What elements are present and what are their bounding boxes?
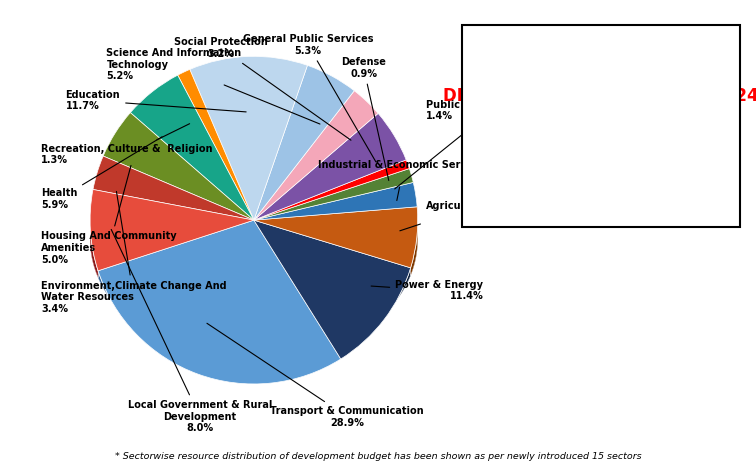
Polygon shape xyxy=(90,221,98,278)
Wedge shape xyxy=(254,65,355,220)
Wedge shape xyxy=(98,220,341,384)
Polygon shape xyxy=(98,258,341,363)
Wedge shape xyxy=(254,207,417,268)
Text: Defense
0.9%: Defense 0.9% xyxy=(341,57,389,180)
Wedge shape xyxy=(254,182,417,220)
Wedge shape xyxy=(98,220,341,384)
Text: Public Order And Safety
1.4%: Public Order And Safety 1.4% xyxy=(395,100,559,189)
Wedge shape xyxy=(254,91,378,220)
Text: General Public Services
5.3%: General Public Services 5.3% xyxy=(243,34,376,162)
Wedge shape xyxy=(190,56,308,220)
Wedge shape xyxy=(93,156,254,220)
Wedge shape xyxy=(254,220,411,359)
Text: Power & Energy
11.4%: Power & Energy 11.4% xyxy=(371,280,483,302)
Text: Details of Sector-wise Allocation: Details of Sector-wise Allocation xyxy=(488,171,714,184)
Wedge shape xyxy=(254,65,355,220)
Wedge shape xyxy=(90,190,254,271)
Polygon shape xyxy=(98,258,341,363)
Wedge shape xyxy=(254,220,411,359)
Text: Graph- VA*: Graph- VA* xyxy=(550,46,652,64)
Text: Housing And Community
Amenities
5.0%: Housing And Community Amenities 5.0% xyxy=(41,165,177,265)
Text: Health
5.9%: Health 5.9% xyxy=(41,137,162,210)
Polygon shape xyxy=(411,220,417,275)
Polygon shape xyxy=(411,220,417,275)
Polygon shape xyxy=(90,221,98,278)
Polygon shape xyxy=(341,256,411,344)
Wedge shape xyxy=(254,160,409,220)
Wedge shape xyxy=(254,182,417,220)
Wedge shape xyxy=(178,69,254,220)
Wedge shape xyxy=(254,169,414,220)
Text: Social Protection
3.2%: Social Protection 3.2% xyxy=(174,37,351,140)
Wedge shape xyxy=(103,113,254,220)
Wedge shape xyxy=(103,113,254,220)
Wedge shape xyxy=(90,190,254,271)
Text: DEVELOPMENT BUDGET : 2023-24: DEVELOPMENT BUDGET : 2023-24 xyxy=(443,87,756,105)
Polygon shape xyxy=(341,256,411,344)
Text: Recreation, Culture &  Religion
1.3%: Recreation, Culture & Religion 1.3% xyxy=(41,123,212,165)
Text: Education
11.7%: Education 11.7% xyxy=(66,90,246,112)
Text: Industrial & Economic Services
2.4%: Industrial & Economic Services 2.4% xyxy=(318,160,488,200)
Wedge shape xyxy=(254,113,406,220)
Wedge shape xyxy=(254,91,378,220)
Wedge shape xyxy=(254,169,414,220)
Text: Local Government & Rural
Development
8.0%: Local Government & Rural Development 8.0… xyxy=(111,229,272,433)
Wedge shape xyxy=(130,75,254,220)
Wedge shape xyxy=(190,56,308,220)
FancyBboxPatch shape xyxy=(463,25,739,226)
Text: Science And Information
Technology
5.2%: Science And Information Technology 5.2% xyxy=(107,48,320,124)
Wedge shape xyxy=(254,160,409,220)
Text: Agriculture
6.0%: Agriculture 6.0% xyxy=(400,201,488,231)
Wedge shape xyxy=(178,69,254,220)
Text: (TAKA 2,775.82 BILLION): (TAKA 2,775.82 BILLION) xyxy=(504,127,698,141)
Text: * Sectorwise resource distribution of development budget has been shown as per n: * Sectorwise resource distribution of de… xyxy=(115,452,641,461)
Text: Transport & Communication
28.9%: Transport & Communication 28.9% xyxy=(207,323,424,427)
Wedge shape xyxy=(93,156,254,220)
Wedge shape xyxy=(254,207,417,268)
Wedge shape xyxy=(254,113,406,220)
Text: Environment,Climate Change And
Water Resources
3.4%: Environment,Climate Change And Water Res… xyxy=(41,192,227,314)
Wedge shape xyxy=(130,75,254,220)
